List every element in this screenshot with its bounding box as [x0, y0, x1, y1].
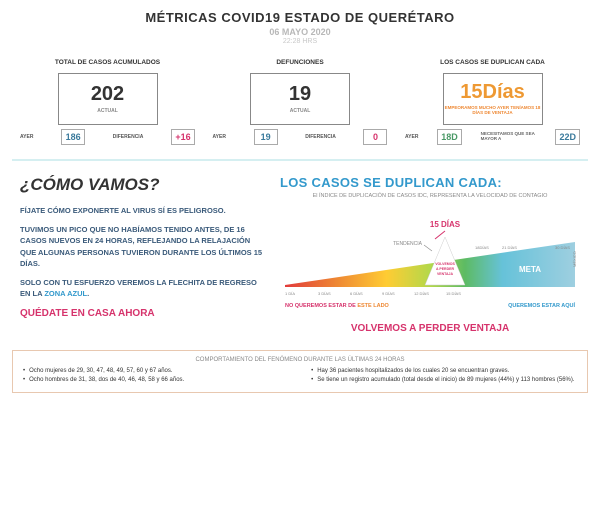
- svg-text:A PERDER: A PERDER: [436, 267, 454, 271]
- footer-box: COMPORTAMIENTO DEL FENÓMENO DURANTE LAS …: [12, 350, 588, 393]
- svg-text:MÉXICO: MÉXICO: [572, 251, 577, 267]
- dup-sub: El ÍNDICE DE DUPLICACIÓN DE CASOS IDC, R…: [280, 193, 580, 199]
- card-need-val: 22D: [555, 129, 580, 145]
- card-duplicacion: LOS CASOS SE DUPLICAN CADA 15Días EMPEOR…: [405, 59, 580, 145]
- svg-text:18DÍAS: 18DÍAS: [475, 245, 489, 250]
- footer-right: Hay 36 pacientes hospitalizados de los c…: [311, 367, 577, 386]
- como-p1: FÍJATE CÓMO EXPONERTE AL VIRUS SÍ ES PEL…: [20, 205, 266, 216]
- card-title: DEFUNCIONES: [213, 59, 388, 67]
- card-ayer-val: 18D: [437, 129, 462, 145]
- card-ayer-lbl: AYER: [405, 134, 418, 140]
- bullet: Hay 36 pacientes hospitalizados de los c…: [311, 367, 577, 377]
- como-p2: TUVIMOS UN PICO QUE NO HABÍAMOS TENIDO A…: [20, 224, 266, 269]
- arrow-label: 15 DÍAS: [430, 220, 461, 229]
- footer-title: COMPORTAMIENTO DEL FENÓMENO DURANTE LAS …: [23, 357, 577, 363]
- duplicacion-panel: LOS CASOS SE DUPLICAN CADA: El ÍNDICE DE…: [280, 175, 580, 334]
- svg-text:1 DÍA: 1 DÍA: [285, 291, 295, 296]
- card-diff-lbl: DIFERENCIA: [305, 134, 336, 140]
- svg-text:12 DÍAS: 12 DÍAS: [414, 291, 429, 296]
- report-time: 22:28 HRS: [0, 38, 600, 45]
- bullet: Ocho mujeres de 29, 30, 47, 48, 49, 57, …: [23, 367, 289, 377]
- header: MÉTRICAS COVID19 ESTADO DE QUERÉTARO 06 …: [0, 0, 600, 51]
- card-need-lbl: NECESITAMOS QUE SEA MAYOR A: [481, 132, 537, 142]
- svg-text:15 DÍAS: 15 DÍAS: [446, 291, 461, 296]
- card-total: TOTAL DE CASOS ACUMULADOS 202 ACTUAL AYE…: [20, 59, 195, 145]
- card-value: 202: [91, 83, 124, 106]
- bullet: Se tiene un registro acumulado (total de…: [311, 376, 577, 386]
- svg-text:3 DÍAS: 3 DÍAS: [318, 291, 331, 296]
- card-diff-val: +16: [171, 129, 195, 145]
- como-p3: SOLO CON TU ESFUERZO VEREMOS LA FLECHITA…: [20, 277, 266, 300]
- card-diff-lbl: DIFERENCIA: [113, 134, 144, 140]
- card-ayer-lbl: AYER: [20, 134, 33, 140]
- card-title: LOS CASOS SE DUPLICAN CADA: [405, 59, 580, 67]
- card-value: 19: [289, 83, 311, 106]
- card-box: 15Días EMPEORAMOS MUCHO AYER TENÍAMOS 18…: [443, 73, 543, 125]
- meta-label: META: [519, 265, 541, 274]
- card-title: TOTAL DE CASOS ACUMULADOS: [20, 59, 195, 67]
- card-sub: ACTUAL: [290, 108, 311, 114]
- card-diff-val: 0: [363, 129, 387, 145]
- svg-text:QUEREMOS ESTAR AQUÍ: QUEREMOS ESTAR AQUÍ: [508, 301, 575, 309]
- svg-text:NO QUEREMOS ESTAR DE ESTE LADO: NO QUEREMOS ESTAR DE ESTE LADO: [285, 303, 390, 309]
- svg-text:6 DÍAS: 6 DÍAS: [350, 291, 363, 296]
- card-box: 19 ACTUAL: [250, 73, 350, 125]
- footer-left: Ocho mujeres de 29, 30, 47, 48, 49, 57, …: [23, 367, 289, 386]
- tendencia-label: TENDENCIA: [393, 241, 423, 247]
- page-title: MÉTRICAS COVID19 ESTADO DE QUERÉTARO: [0, 10, 600, 25]
- card-ayer-lbl: AYER: [213, 134, 226, 140]
- como-heading: ¿CÓMO VAMOS?: [20, 175, 266, 195]
- svg-text:9 DÍAS: 9 DÍAS: [382, 291, 395, 296]
- svg-text:VOLVEMOS: VOLVEMOS: [435, 262, 455, 266]
- quedate-cta: QUÉDATE EN CASA AHORA: [20, 308, 266, 319]
- card-warning: EMPEORAMOS MUCHO AYER TENÍAMOS 18 DÍAS D…: [444, 106, 542, 116]
- dup-title: LOS CASOS SE DUPLICAN CADA:: [280, 175, 580, 190]
- card-sub: ACTUAL: [97, 108, 118, 114]
- svg-text:21 DÍAS: 21 DÍAS: [502, 245, 517, 250]
- chart-svg: 15 DÍAS TENDENCIA VOLVEMOS A PERDER VENT…: [280, 207, 580, 317]
- svg-text:30 DÍAS: 30 DÍAS: [555, 245, 570, 250]
- bullet: Ocho hombres de 31, 38, dos de 40, 46, 4…: [23, 376, 289, 386]
- card-ayer-val: 186: [61, 129, 85, 145]
- metric-cards: TOTAL DE CASOS ACUMULADOS 202 ACTUAL AYE…: [0, 51, 600, 159]
- card-defunciones: DEFUNCIONES 19 ACTUAL AYER 19 DIFERENCIA…: [213, 59, 388, 145]
- card-ayer-val: 19: [254, 129, 278, 145]
- volvemos-cta: VOLVEMOS A PERDER VENTAJA: [280, 323, 580, 334]
- report-date: 06 MAYO 2020: [0, 27, 600, 37]
- card-value: 15Días: [460, 81, 525, 104]
- como-vamos: ¿CÓMO VAMOS? FÍJATE CÓMO EXPONERTE AL VI…: [20, 175, 280, 334]
- svg-text:VENTAJA: VENTAJA: [437, 272, 454, 276]
- card-box: 202 ACTUAL: [58, 73, 158, 125]
- gradient-chart: 15 DÍAS TENDENCIA VOLVEMOS A PERDER VENT…: [280, 207, 580, 317]
